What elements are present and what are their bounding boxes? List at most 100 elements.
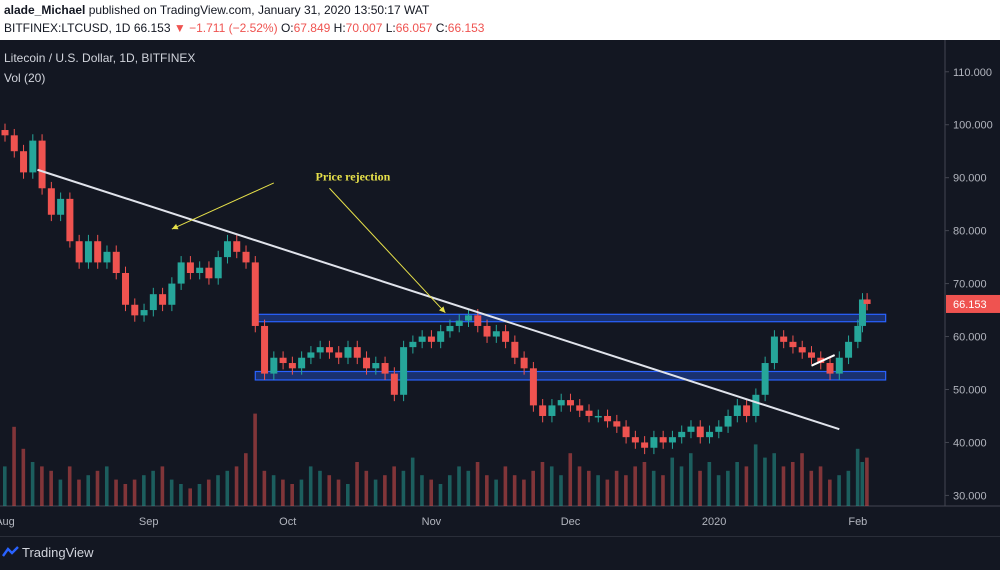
price-tick-label: 40.000 xyxy=(953,437,987,449)
trend-line xyxy=(37,168,840,431)
price-tick-label: 30.000 xyxy=(953,490,987,502)
candle-body xyxy=(307,352,315,358)
candle-body xyxy=(66,198,74,242)
volume-bar xyxy=(494,479,498,506)
price-chart[interactable]: 110.000 100.000 90.000 80.000 70.000 60.000 50… xyxy=(0,40,1000,536)
volume-bar xyxy=(670,457,675,506)
price-tick-label: 80.000 xyxy=(953,226,987,238)
candle-body xyxy=(724,415,732,427)
price-change: −1.711 (−2.52%) xyxy=(189,21,278,35)
volume-bar xyxy=(40,466,44,506)
price-tick-label: 90.000 xyxy=(953,173,987,185)
time-tick-label: Nov xyxy=(422,516,442,528)
volume-bar xyxy=(77,479,81,506)
candle-body xyxy=(826,363,834,374)
last-price-badge xyxy=(946,294,1000,313)
candle-body xyxy=(20,151,28,173)
ohlc-open-value: 67.849 xyxy=(293,21,331,35)
candle-body xyxy=(807,352,815,358)
candle-body xyxy=(177,262,185,284)
volume-bar xyxy=(253,413,257,506)
volume-bar xyxy=(104,466,109,506)
symbol-line: BITFINEX:LTCUSD, 1D 66.153 ▼ −1.711 (−2.… xyxy=(4,21,484,35)
volume-bar xyxy=(642,462,647,506)
volume-bar xyxy=(633,466,637,506)
candle-body xyxy=(196,267,204,273)
candle-body xyxy=(84,241,92,263)
candle-body xyxy=(863,299,871,304)
candle-body xyxy=(696,426,704,438)
volume-bar xyxy=(151,470,155,506)
candle-body xyxy=(75,241,83,263)
volume-bar xyxy=(327,475,332,506)
volume-bar xyxy=(522,479,526,506)
symbol-name: BITFINEX:LTCUSD, 1D xyxy=(4,21,131,35)
volume-bar xyxy=(485,475,489,506)
volume-bar xyxy=(818,466,823,506)
volume-bar xyxy=(688,453,693,506)
price-tick-label: 100.000 xyxy=(953,120,993,132)
candle-body xyxy=(483,325,491,337)
candle-body xyxy=(529,368,537,406)
candle-body xyxy=(363,357,371,369)
candle-body xyxy=(316,347,324,353)
candle-body xyxy=(743,405,751,416)
candle-body xyxy=(761,363,769,395)
legend-title[interactable]: Litecoin / U.S. Dollar, 1D, BITFINEX xyxy=(4,51,196,65)
last-price: 66.153 xyxy=(133,21,171,35)
candle-body xyxy=(594,415,602,418)
candle-body xyxy=(585,410,593,416)
volume-bar xyxy=(318,470,322,506)
volume-bar xyxy=(336,479,341,506)
candle-body xyxy=(418,336,426,342)
time-tick-label: Dec xyxy=(561,516,581,528)
candle-body xyxy=(270,357,278,374)
volume-bar xyxy=(855,448,860,506)
candle-body xyxy=(622,426,630,438)
candle-body xyxy=(465,315,472,321)
candle-body xyxy=(474,315,482,326)
candle-body xyxy=(325,347,333,353)
volume-bar xyxy=(234,466,239,506)
volume-bar xyxy=(114,479,118,506)
volume-bar xyxy=(614,470,619,506)
volume-bar xyxy=(809,470,814,506)
volume-bar xyxy=(373,479,378,506)
candle-body xyxy=(372,363,380,369)
candle-body xyxy=(205,267,213,279)
support-resistance-zone xyxy=(254,313,887,323)
candle-body xyxy=(566,400,574,406)
publisher-name[interactable]: alade_Michael xyxy=(4,3,86,17)
volume-bar xyxy=(67,466,72,506)
volume-bar xyxy=(142,475,146,506)
volume-bar xyxy=(837,475,841,506)
candle-body xyxy=(122,273,130,305)
volume-bar xyxy=(512,475,517,506)
legend-volume[interactable]: Vol (20) xyxy=(4,71,46,85)
candle-body xyxy=(539,405,547,416)
footer-bar: TradingView xyxy=(0,536,1000,570)
volume-bar xyxy=(651,470,656,506)
candle-body xyxy=(604,415,612,422)
volume-bar xyxy=(679,466,684,506)
candle-body xyxy=(140,310,148,316)
volume-bar xyxy=(860,462,865,506)
candle-body xyxy=(576,405,584,411)
candle-body xyxy=(659,437,667,443)
footer-brand[interactable]: TradingView xyxy=(22,545,94,560)
volume-bar xyxy=(225,470,230,506)
time-tick-label: Feb xyxy=(848,516,867,528)
volume-bar xyxy=(420,475,424,506)
volume-bar xyxy=(568,453,573,506)
volume-bar xyxy=(726,470,730,506)
candle-body xyxy=(613,421,621,427)
candle-body xyxy=(511,341,519,358)
volume-bar xyxy=(401,470,406,506)
publish-header: alade_Michael published on TradingView.c… xyxy=(0,0,1000,40)
candle-body xyxy=(770,336,778,364)
candle-body xyxy=(261,325,269,374)
candle-body xyxy=(10,135,18,152)
volume-bar xyxy=(160,466,165,506)
volume-bar xyxy=(549,466,554,506)
price-tick-label: 60.000 xyxy=(953,332,987,344)
